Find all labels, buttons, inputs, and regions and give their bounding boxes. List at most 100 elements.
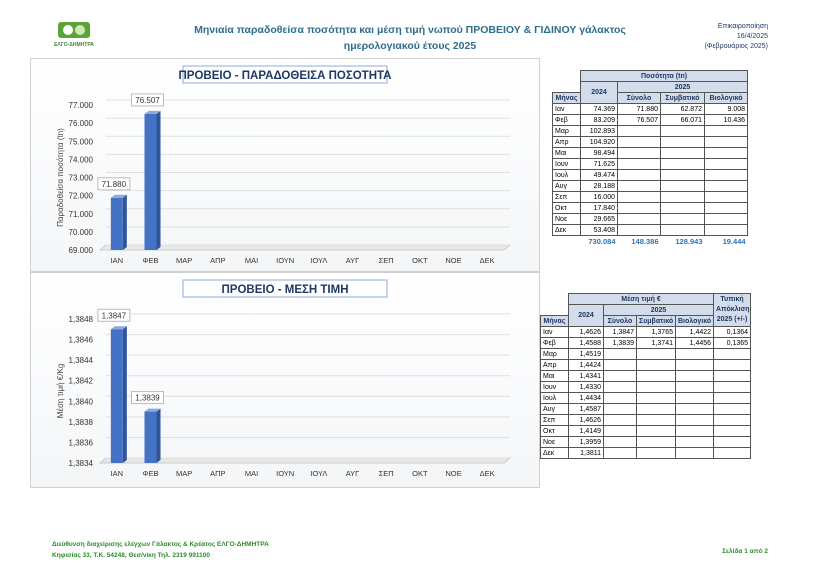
table-empty-cell bbox=[636, 414, 676, 426]
bar-group bbox=[144, 110, 161, 250]
data-label: 76.507 bbox=[135, 96, 160, 105]
table-empty-cell bbox=[713, 425, 752, 437]
table-cell: 1,4456 bbox=[674, 337, 715, 349]
table-row: Ιουλ 1,4434 bbox=[540, 392, 752, 404]
bar bbox=[144, 113, 157, 250]
y-tick-label: 1,3842 bbox=[69, 377, 94, 386]
table-row: Ιουν 71.625 bbox=[552, 158, 749, 170]
table-header: Σύνολο bbox=[617, 92, 661, 104]
y-tick-label: 73.000 bbox=[69, 174, 94, 183]
table-row: Φεβ 83.209 76.507 66.071 10.436 bbox=[552, 114, 749, 126]
table-empty-cell bbox=[713, 436, 752, 448]
bar-group bbox=[110, 194, 127, 250]
table-cell: Σεπ bbox=[552, 191, 581, 203]
table-totals: 730.084 148.386 128.943 19.444 bbox=[553, 236, 748, 247]
table-cell: 76.507 bbox=[617, 114, 661, 126]
table-cell: 1,4149 bbox=[568, 425, 604, 437]
table-empty-cell bbox=[660, 202, 705, 214]
table-header: Συμβατικό bbox=[660, 92, 705, 104]
table-cell: 1,4330 bbox=[568, 381, 604, 393]
table-empty-cell bbox=[674, 414, 715, 426]
table-row: Απρ 1,4424 bbox=[540, 359, 752, 371]
table-header: Ποσότητα (tn) bbox=[579, 70, 749, 82]
bar-side bbox=[122, 194, 127, 250]
y-tick-label: 1,3836 bbox=[69, 438, 94, 447]
table-cell: Ιουλ bbox=[552, 169, 581, 181]
data-label: 1,3847 bbox=[102, 311, 127, 320]
table-cell: Νοε bbox=[540, 436, 569, 448]
bar-top bbox=[110, 194, 127, 198]
data-label: 1,3839 bbox=[135, 394, 160, 403]
y-tick-label: 70.000 bbox=[69, 228, 94, 237]
table-empty-cell bbox=[713, 414, 752, 426]
table-cell: Σεπ bbox=[540, 414, 569, 426]
table-empty-cell bbox=[674, 359, 715, 371]
table-empty-cell bbox=[617, 125, 661, 137]
table-empty-cell bbox=[703, 191, 749, 203]
table-empty-cell bbox=[636, 370, 676, 382]
table-empty-cell bbox=[713, 403, 752, 415]
title-line: ημερολογιακού έτους 2025 bbox=[343, 40, 477, 52]
table-row: Φεβ 1,4588 1,3839 1,3741 1,4456 0,1365 bbox=[540, 337, 752, 349]
table-empty-cell bbox=[636, 447, 676, 459]
x-tick-label: ΑΠΡ bbox=[210, 256, 225, 265]
table-cell: 71.625 bbox=[580, 158, 618, 170]
x-tick-label: ΔΕΚ bbox=[480, 256, 495, 265]
table-empty-cell bbox=[636, 381, 676, 393]
table-cell: Μαρ bbox=[552, 125, 581, 137]
table-empty-cell bbox=[636, 348, 676, 360]
table-header: 2025 bbox=[602, 304, 715, 316]
x-tick-label: ΝΟΕ bbox=[445, 469, 461, 478]
table-empty-cell bbox=[636, 425, 676, 437]
table-cell: 1,4587 bbox=[568, 403, 604, 415]
table-header: 2024 bbox=[568, 304, 604, 327]
y-tick-label: 1,3838 bbox=[69, 418, 94, 427]
table-cell: 0,1365 bbox=[713, 337, 752, 349]
table-row: Νοε 29.665 bbox=[552, 213, 749, 225]
table-header: 2025 bbox=[616, 81, 749, 93]
table-empty-cell bbox=[674, 370, 715, 382]
table-empty-cell bbox=[674, 392, 715, 404]
x-tick-label: ΝΟΕ bbox=[445, 256, 461, 265]
x-tick-label: ΙΟΥΝ bbox=[276, 469, 294, 478]
table-empty-cell bbox=[660, 136, 705, 148]
chart-floor bbox=[98, 457, 512, 464]
table-empty-cell bbox=[603, 436, 637, 448]
table-empty-cell bbox=[660, 224, 705, 236]
table-empty-cell bbox=[603, 447, 637, 459]
table-empty-cell bbox=[660, 213, 705, 225]
footer-line: Διεύθυνση διαχείρισης ελέγχων Γάλακτος &… bbox=[52, 541, 269, 548]
table-row: Αυγ 28.188 bbox=[552, 180, 749, 192]
update-date: 16/4/2025 bbox=[736, 33, 768, 40]
bar-group bbox=[110, 326, 127, 463]
table-cell: 1,3765 bbox=[636, 326, 676, 338]
table-cell: Φεβ bbox=[552, 114, 581, 126]
table-cell: 49.474 bbox=[580, 169, 618, 181]
table-row: Μαι 98.494 bbox=[552, 147, 749, 159]
table-cell: Ιουν bbox=[540, 381, 569, 393]
table: Ποσότητα (tn) 2024 2025 Μήνας Σύνολο Συμβατ… bbox=[552, 70, 749, 247]
table-empty-cell bbox=[660, 125, 705, 137]
table-cell: Ιουλ bbox=[540, 392, 569, 404]
y-tick-label: 1,3840 bbox=[69, 397, 94, 406]
table-empty-cell bbox=[674, 447, 715, 459]
table: Μέση τιμή € Τυπική Απόκλιση 2025 (+/-) 20… bbox=[540, 293, 752, 459]
table-cell: 53.408 bbox=[580, 224, 618, 236]
bar-group bbox=[144, 408, 161, 463]
x-tick-label: ΦΕΒ bbox=[143, 469, 159, 478]
table-cell: 1,4422 bbox=[674, 326, 715, 338]
table-row: Σεπ 1,4626 bbox=[540, 414, 752, 426]
table-cell: Μαρ bbox=[540, 348, 569, 360]
x-tick-label: ΑΠΡ bbox=[210, 469, 225, 478]
table-empty-cell bbox=[703, 202, 749, 214]
footer-line: Κηφισίας 33, Τ.Κ. 54248, Θεσ/νίκη Τηλ. 2… bbox=[52, 552, 210, 559]
logo: ΕΛΓΟ-ΔΗΜΗΤΡΑ bbox=[52, 20, 96, 48]
table-empty-cell bbox=[703, 224, 749, 236]
bar-top bbox=[110, 326, 127, 330]
table-cell: Απρ bbox=[540, 359, 569, 371]
table-row: Μαρ 102.893 bbox=[552, 125, 749, 137]
table-cell: 1,4341 bbox=[568, 370, 604, 382]
x-tick-label: ΙΟΥΛ bbox=[310, 469, 327, 478]
table-cell: 71.880 bbox=[617, 103, 661, 115]
logo-mark bbox=[58, 22, 90, 38]
